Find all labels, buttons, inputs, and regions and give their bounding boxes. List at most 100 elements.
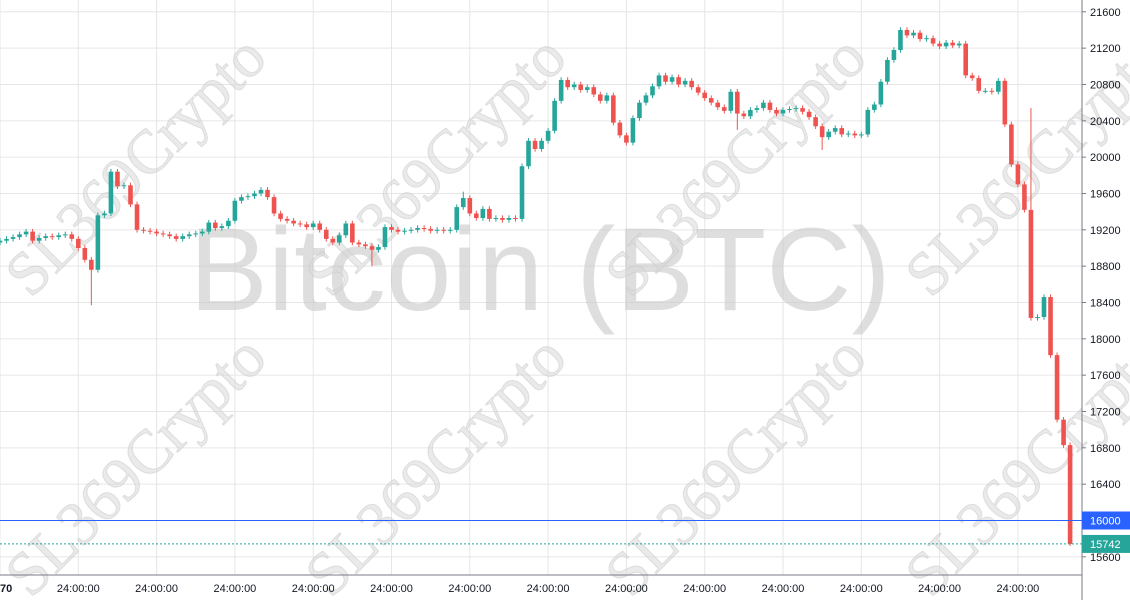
candle-body (213, 222, 218, 229)
candle-body (598, 94, 603, 101)
candle-body (154, 231, 159, 234)
candle-body (852, 133, 858, 136)
candle-body (676, 77, 681, 85)
candle-body (735, 91, 740, 114)
candle-body (480, 208, 486, 219)
candle-body (121, 185, 127, 187)
candle-body (206, 222, 212, 232)
y-tick-label: 16400 (1090, 479, 1121, 491)
candle-body (376, 247, 381, 250)
candle-body (702, 92, 707, 99)
candle-body (552, 100, 557, 131)
candle-body (741, 113, 747, 117)
candle-body (232, 200, 238, 221)
candle-body (917, 32, 923, 40)
candle-body (271, 197, 277, 214)
candle-body (891, 49, 897, 60)
candle-body (369, 246, 375, 250)
candle-body (265, 189, 270, 198)
x-tick-label: 24:00:00 (448, 583, 491, 595)
candle-body (323, 229, 329, 239)
candle-body (1009, 124, 1014, 165)
price-line-label: 16000 (1090, 515, 1121, 527)
y-tick-label: 21200 (1090, 43, 1121, 55)
candle-body (356, 242, 362, 245)
candle-body (885, 59, 890, 82)
candle-body (17, 234, 22, 238)
candle-body (950, 42, 955, 46)
candle-body (474, 213, 479, 219)
candle-body (539, 140, 544, 149)
candle-body (780, 109, 786, 114)
candle-body (650, 86, 655, 96)
last-price-label: 15742 (1090, 539, 1121, 551)
x-tick-label: 24:00:00 (370, 583, 413, 595)
candle-body (513, 218, 518, 220)
candle-body (102, 213, 107, 216)
candle-body (767, 102, 773, 110)
candle-body (930, 38, 936, 44)
candle-body (565, 79, 570, 88)
candle-body (415, 228, 420, 230)
x-tick-label: 24:00:00 (135, 583, 178, 595)
candle-body (904, 29, 910, 36)
y-tick-label: 20400 (1090, 116, 1121, 128)
candle-body (1015, 164, 1021, 185)
candle-body (526, 140, 531, 167)
candle-body (878, 81, 884, 105)
candle-body (278, 213, 283, 219)
candle-body (36, 237, 42, 241)
price-line-box (1082, 511, 1130, 530)
candle-body (1041, 297, 1047, 318)
candle-body (506, 218, 512, 220)
candle-body (441, 229, 446, 231)
candle-body (989, 90, 995, 92)
x-tick-label: 1970 (0, 583, 12, 595)
candle-body (956, 43, 962, 46)
candle-body (186, 234, 192, 237)
candle-body (715, 102, 721, 108)
x-tick-label: 24:00:00 (605, 583, 648, 595)
candle-body (395, 229, 401, 232)
candle-body (193, 233, 199, 235)
y-tick-label: 17200 (1090, 406, 1121, 418)
candle-body (76, 238, 81, 248)
candle-body (337, 235, 342, 243)
candle-body (363, 244, 368, 247)
candle-body (1035, 317, 1040, 319)
candle-body (637, 102, 642, 119)
candle-body (793, 108, 799, 110)
x-tick-label: 24:00:00 (840, 583, 883, 595)
candle-body (1054, 355, 1060, 420)
y-tick-label: 19600 (1090, 188, 1121, 200)
candle-body (813, 117, 818, 127)
candle-body (708, 98, 714, 103)
candle-body (1022, 184, 1027, 210)
candle-body (421, 228, 427, 230)
candle-body (258, 189, 264, 194)
candle-body (10, 237, 16, 239)
candle-body (297, 223, 303, 225)
candle-body (584, 87, 590, 90)
candle-body (252, 193, 257, 197)
candle-body (167, 234, 172, 237)
y-tick-label: 21600 (1090, 7, 1121, 19)
candle-body (493, 218, 499, 220)
candle-body (147, 230, 153, 232)
y-tick-label: 20000 (1090, 152, 1121, 164)
candle-body (317, 223, 323, 230)
candle-body (389, 227, 394, 230)
candle-body (911, 32, 916, 36)
candle-body (291, 220, 296, 224)
candle-body (82, 247, 88, 260)
candle-body (226, 220, 231, 227)
y-tick-label: 18000 (1090, 334, 1121, 346)
x-tick-label: 24:00:00 (918, 583, 961, 595)
candle-body (682, 80, 688, 85)
grid (0, 0, 1082, 575)
candle-body (239, 197, 244, 201)
candle-body (761, 102, 766, 109)
candle-body (643, 95, 649, 103)
x-tick-label: 24:00:00 (996, 583, 1039, 595)
